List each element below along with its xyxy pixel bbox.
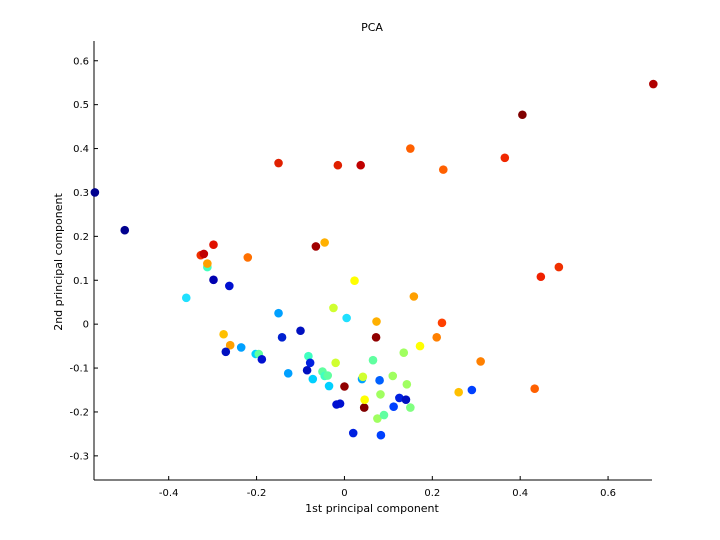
scatter-point — [329, 303, 338, 313]
scatter-point — [350, 276, 359, 285]
scatter-point — [500, 153, 510, 163]
scatter-point — [243, 253, 253, 262]
scatter-point — [324, 381, 334, 391]
scatter-point — [209, 275, 218, 285]
scatter-point — [296, 326, 305, 336]
scatter-point — [331, 358, 340, 368]
y-tick-label: 0.1 — [73, 276, 89, 287]
scatter-point — [432, 333, 442, 342]
scatter-point — [302, 365, 312, 375]
y-tick-label: 0.3 — [73, 188, 89, 199]
y-tick-label: 0.5 — [73, 100, 89, 111]
scatter-point — [554, 262, 564, 272]
scatter-point — [415, 341, 425, 351]
scatter-point — [409, 292, 419, 301]
y-tick-label: 0 — [83, 320, 89, 331]
scatter-point — [257, 354, 267, 364]
scatter-point — [454, 387, 463, 397]
scatter-point — [388, 371, 398, 381]
scatter-point — [406, 403, 415, 412]
scatter-point — [90, 188, 100, 197]
scatter-point — [181, 293, 191, 303]
y-tick-label: 0.4 — [73, 144, 89, 155]
data-points — [90, 79, 658, 440]
scatter-point — [304, 351, 313, 361]
x-tick-label: 0.4 — [512, 488, 528, 499]
scatter-point — [199, 249, 209, 259]
y-tick-label: -0.2 — [69, 407, 89, 418]
y-ticks: -0.3 -0.2 -0.1 0 0.1 0.2 0.3 0.4 0.5 0.6 — [69, 56, 98, 462]
scatter-point — [236, 343, 246, 352]
y-axis-label: 2nd principal component — [52, 193, 65, 331]
axes — [93, 41, 652, 481]
scatter-point — [320, 238, 329, 247]
x-axis-label: 1st principal component — [305, 502, 439, 515]
scatter-point — [323, 371, 333, 380]
x-tick-label: -0.2 — [247, 488, 267, 499]
y-tick-label: -0.1 — [69, 364, 89, 375]
scatter-point — [356, 160, 365, 170]
x-tick-label: 0.6 — [600, 488, 616, 499]
scatter-point — [536, 272, 546, 282]
scatter-point — [372, 317, 381, 326]
scatter-point — [467, 385, 477, 395]
scatter-point — [333, 160, 343, 170]
x-ticks: -0.4 -0.2 0 0.2 0.4 0.6 — [159, 476, 616, 499]
scatter-point — [401, 395, 411, 404]
scatter-point — [311, 242, 321, 251]
scatter-point — [277, 333, 287, 342]
scatter-point — [476, 357, 485, 366]
scatter-point — [305, 358, 315, 368]
scatter-point — [221, 347, 231, 357]
scatter-point — [348, 428, 358, 438]
x-tick-label: 0 — [341, 488, 347, 499]
scatter-point — [283, 369, 293, 378]
chart-title: PCA — [361, 21, 383, 34]
scatter-point — [203, 259, 212, 268]
scatter-point — [379, 410, 389, 420]
scatter-point — [274, 308, 283, 318]
scatter-point — [373, 414, 382, 423]
scatter-point — [530, 384, 539, 393]
y-tick-label: 0.6 — [73, 56, 89, 67]
scatter-point — [340, 382, 349, 391]
scatter-point — [360, 395, 369, 404]
scatter-point — [376, 390, 385, 399]
scatter-point — [402, 379, 412, 389]
scatter-point — [335, 399, 345, 408]
scatter-point — [389, 402, 398, 411]
scatter-point — [308, 374, 318, 384]
scatter-point — [225, 340, 235, 350]
scatter-point — [438, 165, 448, 174]
scatter-point — [359, 403, 369, 412]
scatter-point — [376, 430, 386, 440]
scatter-point — [225, 281, 234, 291]
scatter-point — [395, 393, 404, 403]
scatter-point — [399, 348, 409, 357]
scatter-point — [209, 240, 218, 249]
scatter-point — [518, 110, 527, 120]
scatter-point — [358, 372, 368, 382]
scatter-point — [375, 376, 384, 385]
y-tick-label: 0.2 — [73, 232, 89, 243]
y-tick-label: -0.3 — [69, 451, 89, 462]
scatter-point — [219, 329, 228, 339]
scatter-point — [274, 158, 283, 168]
scatter-point — [437, 318, 447, 328]
scatter-point — [406, 144, 415, 153]
x-tick-label: -0.4 — [159, 488, 179, 499]
scatter-point — [649, 79, 658, 89]
scatter-point — [342, 313, 351, 323]
x-tick-label: 0.2 — [424, 488, 440, 499]
scatter-point — [371, 333, 381, 342]
scatter-point — [120, 225, 130, 235]
scatter-point — [368, 355, 378, 365]
